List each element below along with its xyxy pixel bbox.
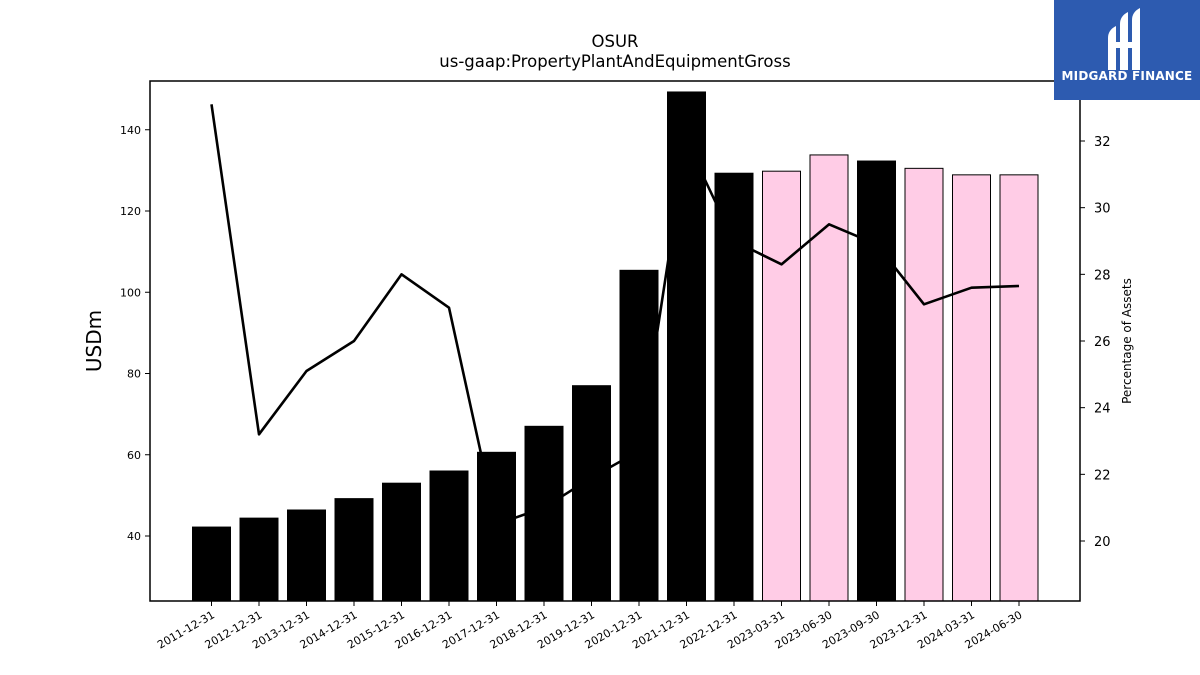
bar xyxy=(429,470,469,602)
bar xyxy=(287,509,326,602)
y-tick-label: 80 xyxy=(127,368,141,381)
bar xyxy=(239,517,279,602)
bar xyxy=(904,167,944,602)
y-tick-label: 100 xyxy=(120,286,141,299)
bar xyxy=(857,160,896,602)
bar xyxy=(192,526,231,602)
series-line xyxy=(210,104,1020,526)
y2-tick-label: 28 xyxy=(1094,268,1111,283)
y-axis-label: USDm xyxy=(82,310,106,372)
y2-tick-label: 32 xyxy=(1094,135,1111,150)
bar xyxy=(667,91,706,602)
y2-tick-label: 24 xyxy=(1094,402,1111,417)
bar xyxy=(762,170,801,602)
y2-tick-label: 22 xyxy=(1094,468,1111,483)
y-tick-label: 60 xyxy=(127,449,141,462)
bar xyxy=(524,425,564,602)
y-tick-label: 120 xyxy=(120,205,141,218)
bar xyxy=(809,154,849,602)
bar xyxy=(714,172,754,602)
bar xyxy=(334,498,374,602)
bar xyxy=(572,385,611,602)
y2-axis-label: Percentage of Assets xyxy=(1120,278,1134,404)
y2-tick-label: 30 xyxy=(1094,202,1111,217)
chart-subtitle: us-gaap:PropertyPlantAndEquipmentGross xyxy=(439,52,791,71)
bar xyxy=(952,174,991,602)
y2-tick-label: 20 xyxy=(1094,535,1111,550)
y2-tick-label: 26 xyxy=(1094,335,1111,350)
y-tick-label: 40 xyxy=(127,530,141,543)
bar xyxy=(477,451,516,602)
logo-text: MIDGARD FINANCE xyxy=(1061,69,1193,83)
bar xyxy=(382,482,421,602)
bar xyxy=(999,174,1039,602)
y-tick-label: 140 xyxy=(120,124,141,137)
logo-mark-icon xyxy=(1108,8,1140,70)
midgard-finance-logo: MIDGARD FINANCE xyxy=(1054,0,1200,100)
bar xyxy=(619,269,659,602)
chart-title: OSUR xyxy=(591,32,639,51)
